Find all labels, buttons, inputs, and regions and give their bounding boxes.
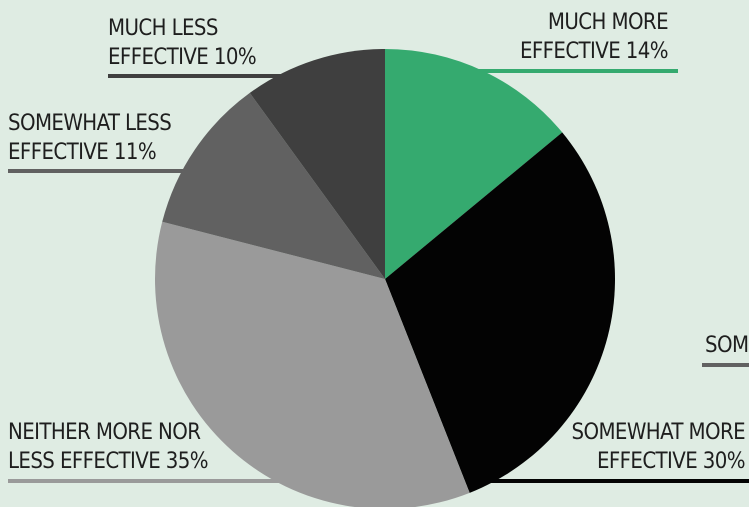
pie-slice-neither	[155, 221, 470, 507]
label-much-more: MUCH MORE EFFECTIVE 14%	[519, 8, 669, 66]
label-neither: NEITHER MORE NOR LESS EFFECTIVE 35%	[8, 418, 209, 476]
label-much-less: MUCH LESS EFFECTIVE 10%	[108, 14, 257, 72]
label-neither-line2: LESS EFFECTIVE 35%	[8, 449, 209, 474]
label-somewhat-less: SOMEWHAT LESS EFFECTIVE 11%	[8, 109, 172, 167]
pie-slice-somewhat-more	[385, 132, 615, 493]
label-much-less-line1: MUCH LESS	[108, 16, 218, 41]
pie-slice-much-less	[249, 49, 385, 279]
pie-slice-much-more	[385, 49, 563, 279]
leader-somewhat-more	[472, 479, 749, 483]
label-somewhat-less-line2: EFFECTIVE 11%	[8, 140, 157, 165]
label-somewhat-less-line1: SOMEWHAT LESS	[8, 111, 172, 136]
pie-slice-somewhat-less	[162, 92, 385, 280]
label-somewhat-more: SOMEWHAT MORE EFFECTIVE 30%	[572, 418, 746, 476]
label-much-less-line2: EFFECTIVE 10%	[108, 45, 257, 70]
label-much-more-line1: MUCH MORE	[547, 10, 669, 35]
leader-much-less	[108, 74, 293, 78]
leader-somewhat-less	[8, 169, 183, 173]
leader-neither	[8, 479, 288, 483]
leader-partial	[702, 363, 749, 367]
label-partial: SOM	[705, 333, 749, 358]
label-somewhat-more-line2: EFFECTIVE 30%	[596, 449, 746, 474]
leader-much-more	[385, 69, 678, 73]
label-neither-line1: NEITHER MORE NOR	[8, 420, 201, 445]
label-somewhat-more-line1: SOMEWHAT MORE	[571, 420, 746, 445]
label-much-more-line2: EFFECTIVE 14%	[519, 39, 669, 64]
